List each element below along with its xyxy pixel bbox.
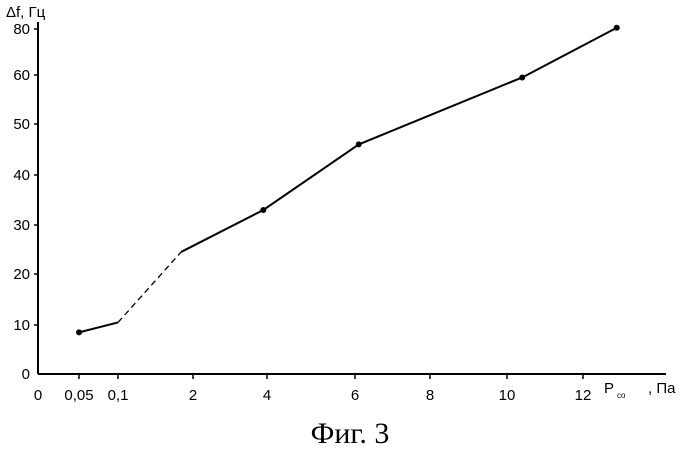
series-segment <box>181 210 263 252</box>
y-tick-label: 30 <box>13 217 30 234</box>
x-tick-label: 10 <box>499 387 516 404</box>
x-axis-title-subscript: co <box>617 391 626 400</box>
series-segment <box>359 77 522 144</box>
x-axis-title-main: P <box>604 380 614 397</box>
x-tick-label: 12 <box>575 387 592 404</box>
ticks: 0 0,05 0,1 2 4 6 8 10 12 80 60 50 40 30 20 10 0 <box>13 21 591 404</box>
data-point <box>356 141 362 147</box>
y-tick-label: 60 <box>13 67 30 84</box>
x-tick-label: 0 <box>34 387 42 404</box>
data-point <box>260 207 266 213</box>
x-axis-title: P co , Па <box>604 380 676 400</box>
series-segment <box>79 322 118 332</box>
x-tick-label: 8 <box>426 387 434 404</box>
y-tick-label: 10 <box>13 317 30 334</box>
axes <box>38 22 666 374</box>
y-tick-label: 80 <box>13 21 30 38</box>
x-tick-label: 0,1 <box>108 387 129 404</box>
y-tick-label: 20 <box>13 266 30 283</box>
series <box>76 25 620 374</box>
data-point <box>614 25 620 31</box>
x-axis-title-unit: , Па <box>648 380 676 397</box>
figure-caption: Фиг. 3 <box>311 417 390 450</box>
series-segment <box>522 28 617 78</box>
x-tick-label: 0,05 <box>64 387 93 404</box>
data-point <box>519 74 525 80</box>
x-tick-label: 2 <box>189 387 197 404</box>
y-tick-label: 0 <box>22 366 30 383</box>
y-tick-label: 50 <box>13 116 30 133</box>
series-segment-dashed <box>118 252 181 323</box>
data-point <box>76 329 82 335</box>
series-segment <box>263 144 358 210</box>
y-tick-label: 40 <box>13 167 30 184</box>
x-tick-label: 6 <box>351 387 359 404</box>
x-tick-label: 4 <box>263 387 271 404</box>
y-axis-title: Δf, Гц <box>6 4 46 21</box>
